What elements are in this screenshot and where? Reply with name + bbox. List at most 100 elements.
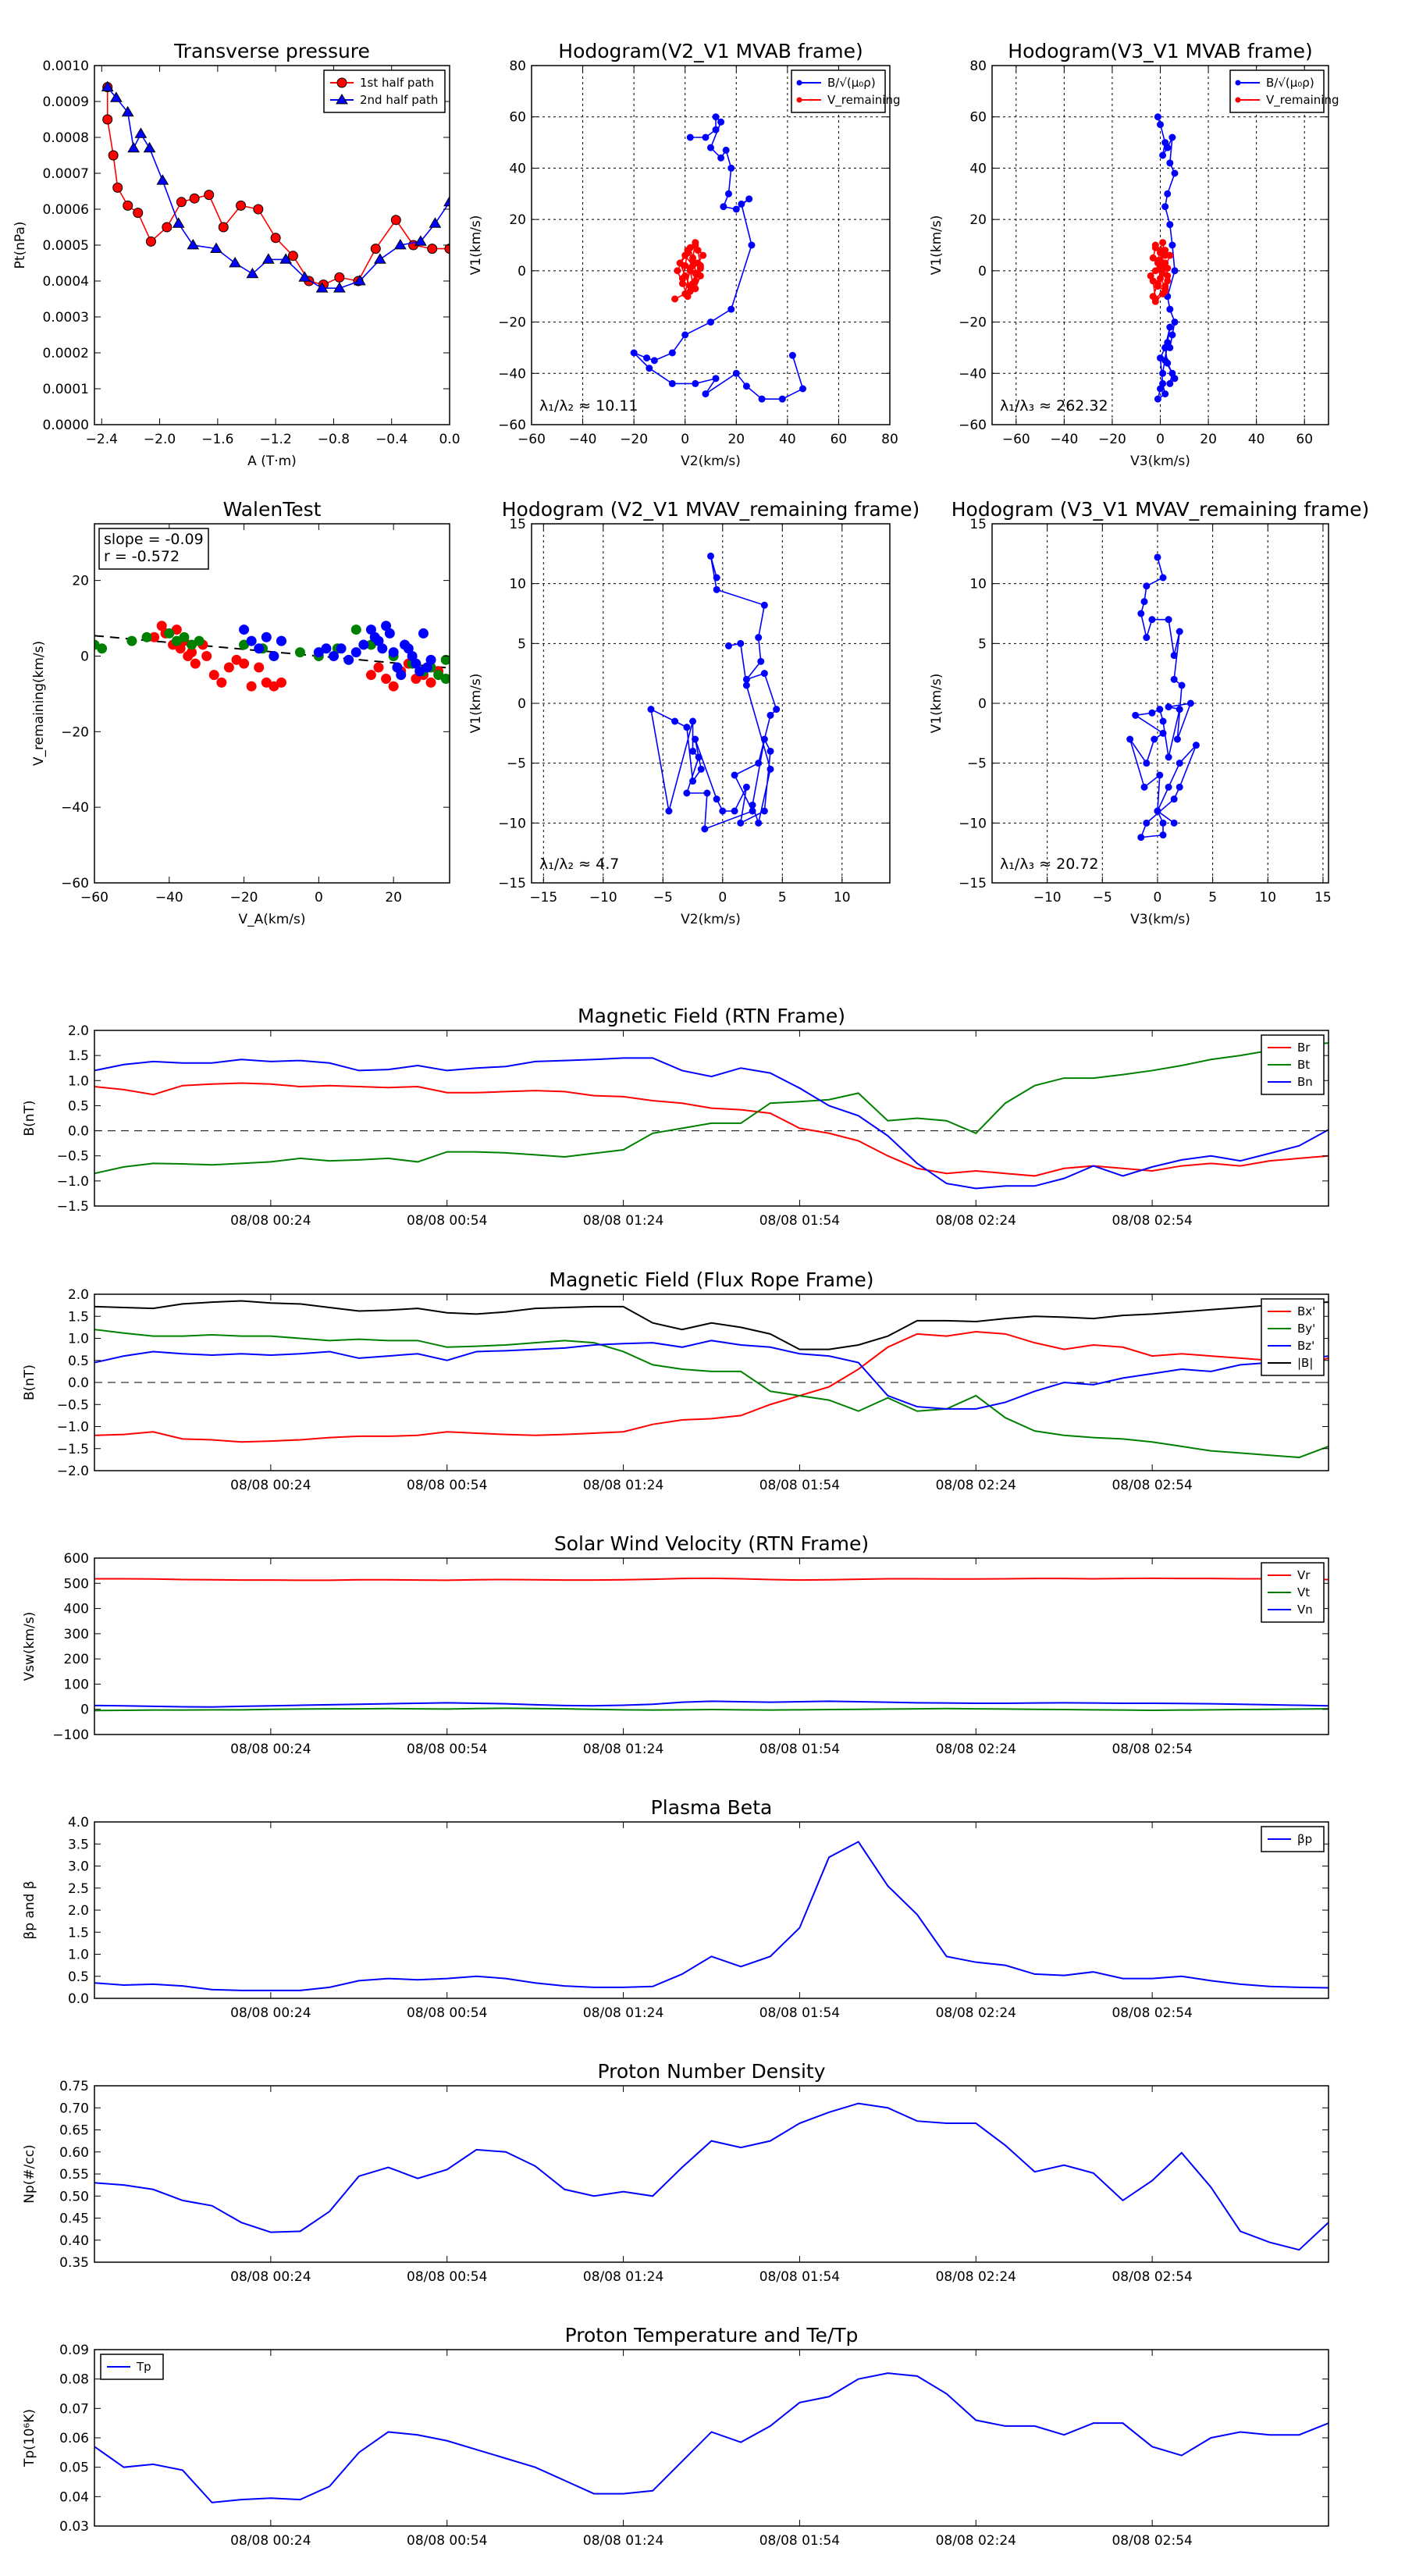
data-point [1166, 251, 1174, 259]
data-point [1176, 760, 1183, 767]
data-point [732, 369, 740, 377]
legend: Vr Vt Vn [1261, 1562, 1325, 1623]
chart-panel-9: 08/08 00:24 08/08 00:54 08/08 01:24 08/08 0… [22, 1796, 1329, 2021]
data-point [279, 253, 293, 264]
data-point [123, 200, 133, 211]
plot-area [94, 1300, 1329, 1459]
data-point [427, 244, 438, 254]
data-point [1168, 241, 1176, 249]
x-tick-label: −60 [80, 890, 108, 906]
data-point [358, 639, 369, 650]
y-tick-label: 15 [509, 517, 526, 532]
data-point [1126, 735, 1134, 743]
data-point [701, 825, 709, 833]
data-point [1159, 151, 1167, 159]
plot-area [94, 621, 450, 692]
y-tick-label: 0.5 [68, 1354, 89, 1369]
data-point [133, 208, 144, 219]
data-point [381, 674, 392, 685]
y-tick-label: 20 [969, 212, 987, 228]
data-point [767, 711, 774, 719]
y-tick-label: 0.0009 [43, 94, 89, 110]
data-point [102, 114, 113, 125]
legend: B/√(μ₀ρ) V_remaining [1229, 69, 1339, 113]
data-point [1171, 267, 1179, 275]
x-tick-label: 60 [1296, 432, 1313, 447]
data-point [1154, 395, 1161, 403]
legend-label: 2nd half path [360, 93, 438, 107]
data-point [1137, 834, 1145, 841]
data-point [350, 647, 361, 658]
x-axis-label: V2(km/s) [681, 454, 741, 469]
data-point [216, 677, 227, 688]
y-tick-label: 2.5 [68, 1881, 89, 1897]
x-tick-label: 08/08 02:24 [936, 1478, 1016, 1493]
x-tick-label: 08/08 00:54 [407, 1742, 487, 1757]
y-tick-label: 0.03 [59, 2519, 89, 2535]
x-tick-label: 08/08 02:54 [1112, 2533, 1192, 2549]
data-point [1157, 121, 1164, 129]
data-point [712, 126, 720, 133]
data-point [686, 265, 694, 272]
y-tick-label: −10 [959, 816, 987, 831]
data-point [1164, 190, 1172, 197]
y-tick-label: 40 [969, 161, 987, 176]
data-point [276, 635, 286, 646]
data-point [674, 267, 681, 275]
legend: Br Bt Bn [1261, 1034, 1325, 1095]
chart-panel-2: −60 −40 −20 0 20 40 60 −60 −40 −20 0 20 40 60 80 Hodogr… [929, 40, 1339, 469]
data-point [689, 747, 697, 755]
data-point [223, 662, 234, 673]
plot-area [94, 2102, 1329, 2251]
series-line [94, 1331, 1329, 1443]
series-line [94, 2372, 1329, 2503]
data-point [1159, 239, 1167, 247]
y-tick-label: 20 [72, 574, 89, 589]
legend-label: Tp [136, 2360, 151, 2374]
y-axis-label: B(nT) [22, 1100, 37, 1136]
data-point [646, 365, 653, 372]
data-point [671, 295, 679, 303]
data-point [712, 113, 720, 121]
series-1 [94, 1329, 1329, 1459]
data-point [703, 789, 711, 797]
data-point [724, 642, 732, 649]
chart-panel-10: 08/08 00:24 08/08 00:54 08/08 01:24 08/08 0… [22, 2060, 1329, 2285]
y-tick-label: 0 [978, 696, 987, 712]
y-tick-label: 1.5 [68, 1925, 89, 1941]
x-tick-label: 08/08 00:54 [407, 2269, 487, 2285]
data-point [712, 375, 720, 382]
y-tick-label: −15 [959, 876, 987, 891]
data-point [208, 670, 219, 681]
y-tick-label: 0.06 [59, 2431, 89, 2446]
data-point [643, 354, 651, 362]
data-point [1164, 359, 1172, 367]
y-tick-label: 0 [978, 264, 987, 279]
data-point [1156, 771, 1164, 779]
legend: Tp [100, 2354, 164, 2380]
legend-box [1229, 69, 1325, 113]
legend-label: βp [1297, 1832, 1312, 1846]
x-tick-label: 08/08 01:24 [583, 1478, 663, 1493]
data-point [1176, 628, 1183, 635]
x-tick-label: 08/08 02:24 [936, 2269, 1016, 2285]
data-point [683, 789, 691, 797]
axes-frame [94, 1030, 1329, 1207]
x-tick-label: 40 [779, 432, 796, 447]
data-point [176, 197, 187, 208]
y-tick-label: 0.50 [59, 2189, 89, 2204]
data-point [1151, 295, 1159, 303]
eigenvalue-ratio: λ₁/λ₂ ≈ 4.7 [539, 856, 619, 873]
y-tick-label: 0.04 [59, 2489, 89, 2505]
data-point [377, 643, 388, 654]
x-axis-label: A (T·m) [247, 454, 297, 469]
x-tick-label: 20 [385, 890, 402, 906]
series-0 [94, 1841, 1329, 1991]
data-point [1159, 717, 1167, 725]
chart-panel-8: 08/08 00:24 08/08 00:54 08/08 01:24 08/08 0… [22, 1532, 1329, 1757]
x-tick-label: 08/08 01:54 [759, 1213, 840, 1229]
chart-panel-3: −60 −40 −20 0 20 −60 −40 −20 0 20 WalenTest V_A(km/… [31, 498, 450, 927]
data-point [1165, 703, 1172, 711]
x-tick-label: −1.2 [260, 432, 292, 447]
